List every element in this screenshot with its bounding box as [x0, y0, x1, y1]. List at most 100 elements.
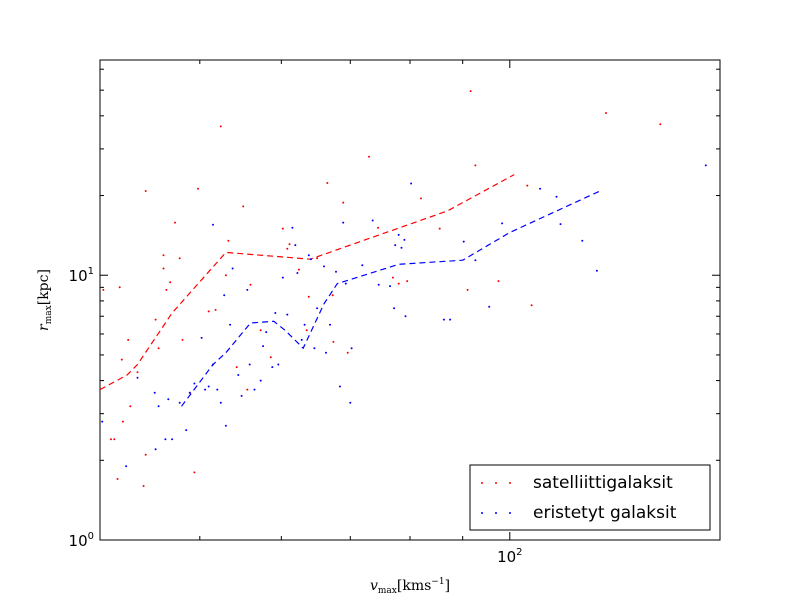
satellite-point [157, 347, 160, 350]
satellite-point [207, 310, 210, 313]
satellite-point [332, 340, 335, 343]
isolated-point [371, 219, 374, 222]
satellite-point [162, 267, 165, 270]
satellite-point [242, 205, 245, 208]
legend-marker-1 [481, 512, 483, 514]
isolated-point [212, 223, 214, 226]
isolated-point [212, 363, 214, 366]
satellite-point [219, 125, 222, 128]
isolated-point [171, 438, 174, 441]
isolated-point [555, 195, 558, 198]
legend-marker-1 [495, 512, 497, 514]
isolated-point [323, 265, 325, 268]
isolated-point [309, 258, 312, 261]
isolated-point [216, 388, 219, 391]
satellite-point [342, 201, 345, 204]
satellite-point [193, 471, 196, 474]
satellite-point [377, 226, 380, 229]
isolated-point [313, 347, 316, 350]
satellite-point [227, 239, 230, 242]
satellite-point [316, 257, 319, 260]
satellite-point [129, 405, 132, 408]
satellite-point [269, 356, 272, 359]
isolated-point [219, 401, 222, 404]
isolated-point [224, 424, 227, 427]
satellite-point [391, 276, 394, 279]
isolated-point [259, 379, 262, 382]
satellite-point [121, 420, 124, 423]
satellite-point [178, 257, 181, 260]
satellite-point [406, 280, 409, 283]
isolated-point [329, 323, 331, 326]
isolated-point [200, 336, 203, 339]
y-axis-label: rmax[kpc] [36, 269, 54, 331]
isolated-point [223, 294, 226, 297]
isolated-point [207, 385, 210, 388]
isolated-point [400, 246, 403, 249]
isolated-point [338, 385, 341, 388]
isolated-point [296, 272, 299, 274]
isolated-point [125, 465, 128, 468]
satellite-point [174, 221, 176, 224]
isolated-point [449, 318, 452, 321]
satellite-point [605, 112, 607, 114]
satellite-point [169, 281, 172, 284]
isolated-point [281, 276, 284, 279]
satellite-point [307, 295, 310, 298]
isolated-point [178, 401, 181, 404]
legend-marker-0 [495, 482, 497, 484]
isolated-point [377, 283, 380, 286]
isolated-point [294, 244, 297, 247]
satellite-point [346, 351, 349, 354]
isolated-point [240, 394, 243, 397]
satellite-point [110, 438, 112, 441]
isolated-point [581, 239, 584, 242]
satellite-point [113, 438, 116, 441]
isolated-point [393, 307, 396, 310]
trend-lines [100, 174, 603, 407]
isolated-point [204, 388, 207, 391]
data-points [101, 90, 707, 487]
plot-area [99, 59, 721, 541]
isolated-point [595, 269, 598, 272]
isolated-point [307, 254, 310, 257]
satellite-point [136, 371, 139, 374]
satellite-point [116, 478, 119, 480]
trend-line-0 [100, 174, 515, 391]
y-tick-label: 101 [69, 266, 94, 285]
satellite-point [288, 243, 291, 246]
isolated-point [265, 331, 268, 334]
isolated-point [344, 282, 347, 285]
isolated-point [136, 376, 139, 379]
isolated-point [303, 323, 306, 326]
isolated-point [474, 259, 477, 262]
satellite-point [530, 304, 533, 307]
isolated-point [501, 222, 504, 225]
satellite-point [246, 388, 249, 391]
isolated-point [442, 318, 445, 321]
satellite-point [224, 274, 227, 277]
legend-marker-0 [481, 482, 483, 484]
isolated-point [704, 164, 707, 167]
isolated-point [389, 285, 391, 288]
satellite-point [659, 123, 662, 126]
isolated-point [271, 366, 274, 369]
satellite-point [259, 329, 262, 332]
axis-ticks: 102 100 101 [69, 60, 720, 566]
satellite-point [144, 190, 147, 192]
isolated-point [559, 223, 562, 226]
satellite-point [120, 358, 123, 361]
satellite-point [474, 164, 477, 167]
isolated-point [286, 313, 289, 316]
satellite-point [197, 187, 199, 190]
satellite-point [142, 485, 145, 487]
satellite-point [144, 453, 147, 456]
satellite-point [286, 247, 289, 250]
isolated-point [253, 388, 256, 391]
isolated-point [157, 405, 160, 408]
isolated-point [488, 305, 491, 308]
isolated-point [193, 382, 196, 385]
isolated-point [291, 226, 294, 229]
isolated-point [335, 270, 337, 273]
